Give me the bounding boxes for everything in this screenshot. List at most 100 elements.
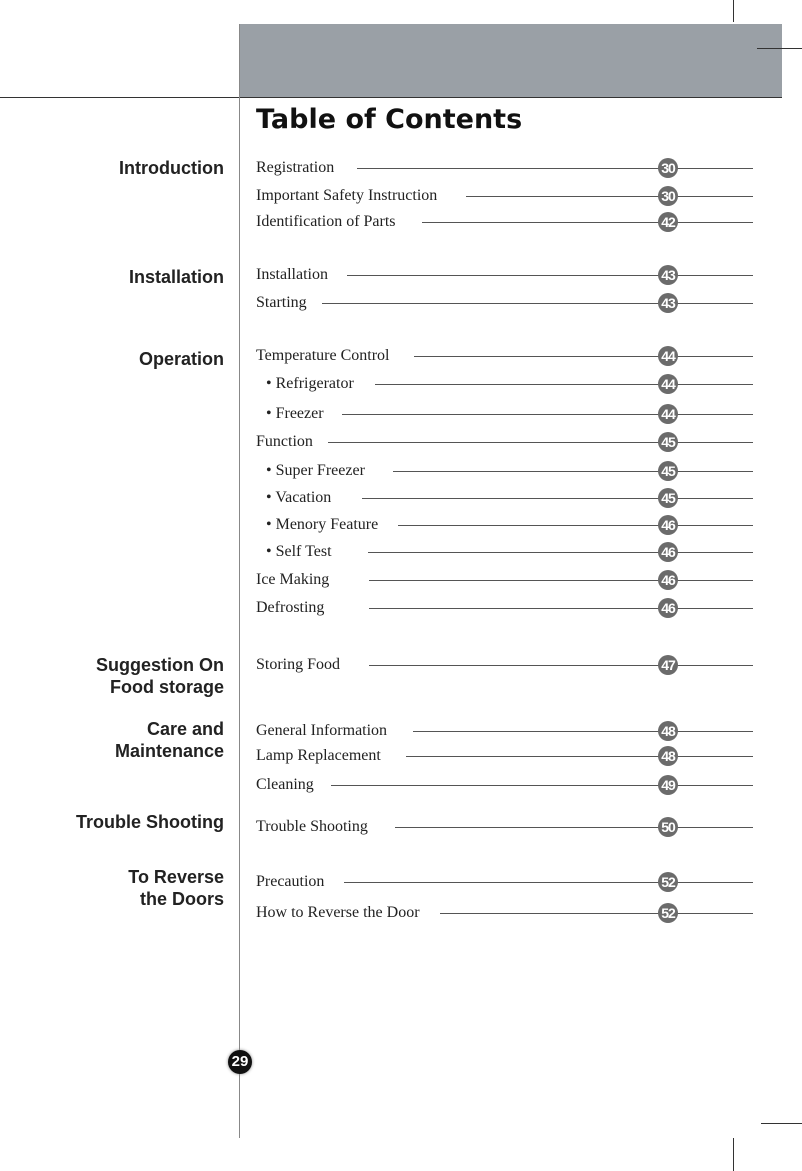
toc-entry-label: Function — [256, 433, 313, 450]
section-heading: Suggestion On Food storage — [96, 654, 224, 698]
section-heading-line: Introduction — [119, 158, 224, 178]
toc-entry[interactable]: Storing Food 47 — [256, 655, 753, 675]
column-divider — [239, 24, 240, 1138]
toc-entry[interactable]: Identification of Parts 42 — [256, 212, 753, 232]
leader-line — [393, 471, 753, 472]
leader-line — [369, 608, 753, 609]
crop-mark — [733, 1138, 734, 1171]
leader-line — [331, 785, 753, 786]
crop-mark — [757, 48, 802, 49]
page-number-circle: 43 — [658, 293, 678, 313]
toc-entry[interactable]: Starting 43 — [256, 293, 753, 313]
leader-line — [440, 913, 753, 914]
page-number-circle: 45 — [658, 488, 678, 508]
page-number-circle: 44 — [658, 346, 678, 366]
toc-entry[interactable]: Installation 43 — [256, 265, 753, 285]
page-number-circle: 44 — [658, 404, 678, 424]
section-heading-line: Installation — [128, 267, 224, 287]
leader-line — [398, 525, 753, 526]
leader-line — [395, 827, 753, 828]
toc-entry[interactable]: Defrosting 46 — [256, 598, 753, 618]
section-heading-line: the Doors — [139, 889, 224, 909]
page-number-circle: 52 — [658, 872, 678, 892]
toc-entry-label: Installation — [256, 266, 328, 283]
toc-entry[interactable]: • Menory Feature 46 — [256, 515, 753, 535]
toc-entry[interactable]: Important Safety Instruction 30 — [256, 186, 753, 206]
leader-line — [362, 498, 753, 499]
leader-line — [328, 442, 753, 443]
page-number-circle: 46 — [658, 570, 678, 590]
toc-entry-label: • Refrigerator — [266, 375, 354, 392]
section-heading-line: To Reverse — [128, 867, 224, 887]
toc-entry-label: Important Safety Instruction — [256, 187, 438, 204]
section-heading: Operation — [139, 348, 224, 370]
toc-entry-label: • Super Freezer — [266, 462, 365, 479]
page-number-circle: 48 — [658, 746, 678, 766]
section-heading-line: Operation — [138, 349, 224, 369]
page-number-circle: 45 — [658, 432, 678, 452]
toc-entry[interactable]: • Freezer 44 — [256, 404, 753, 424]
toc-entry[interactable]: • Self Test 46 — [256, 542, 753, 562]
leader-line — [357, 168, 753, 169]
page-number-circle: 44 — [658, 374, 678, 394]
section-heading: To Reverse the Doors — [128, 866, 224, 910]
toc-entry[interactable]: Cleaning 49 — [256, 775, 753, 795]
toc-entry-label: Lamp Replacement — [256, 747, 381, 764]
page-number-badge: 29 — [228, 1050, 252, 1074]
section-heading: Introduction — [119, 157, 224, 179]
toc-entry-label: Registration — [256, 159, 335, 176]
toc-entry-label: Temperature Control — [256, 347, 390, 364]
toc-entry[interactable]: Lamp Replacement 48 — [256, 746, 753, 766]
toc-entry[interactable]: General Information 48 — [256, 721, 753, 741]
toc-entry-label: Defrosting — [256, 599, 325, 616]
page-number-circle: 49 — [658, 775, 678, 795]
toc-entry[interactable]: • Super Freezer 45 — [256, 461, 753, 481]
toc-entry-label: • Vacation — [266, 489, 332, 506]
leader-line — [413, 731, 753, 732]
toc-entry[interactable]: Ice Making 46 — [256, 570, 753, 590]
page-number-circle: 30 — [658, 158, 678, 178]
page-title: Table of Contents — [256, 104, 523, 135]
toc-entry-label: Ice Making — [256, 571, 330, 588]
page-number-circle: 50 — [658, 817, 678, 837]
page-number-circle: 42 — [658, 212, 678, 232]
leader-line — [368, 552, 753, 553]
toc-entry[interactable]: Registration 30 — [256, 158, 753, 178]
section-heading-line: Care and — [146, 719, 224, 739]
toc-entry[interactable]: Precaution 52 — [256, 872, 753, 892]
section-heading: Trouble Shooting — [76, 811, 224, 833]
toc-entry[interactable]: Temperature Control 44 — [256, 346, 753, 366]
page-number-circle: 48 — [658, 721, 678, 741]
toc-entry[interactable]: Function 45 — [256, 432, 753, 452]
leader-line — [342, 414, 753, 415]
toc-entry-label: Cleaning — [256, 776, 314, 793]
toc-entry-label: • Menory Feature — [266, 516, 379, 533]
section-heading-line: Maintenance — [114, 741, 224, 761]
section-heading: Installation — [129, 266, 224, 288]
page-number-circle: 46 — [658, 515, 678, 535]
section-heading-line: Trouble Shooting — [76, 812, 224, 832]
toc-entry-label: Starting — [256, 294, 307, 311]
leader-line — [375, 384, 753, 385]
leader-line — [406, 756, 753, 757]
toc-entry-label: • Self Test — [266, 543, 332, 560]
toc-entry[interactable]: How to Reverse the Door 52 — [256, 903, 753, 923]
section-heading-line: Food storage — [109, 677, 224, 697]
page-number-circle: 47 — [658, 655, 678, 675]
toc-entry[interactable]: • Vacation 45 — [256, 488, 753, 508]
page-number-circle: 43 — [658, 265, 678, 285]
leader-line — [369, 580, 753, 581]
section-heading-line: Suggestion On — [96, 655, 224, 675]
leader-line — [466, 196, 753, 197]
toc-entry[interactable]: Trouble Shooting 50 — [256, 817, 753, 837]
header-divider — [0, 97, 782, 98]
toc-entry[interactable]: • Refrigerator 44 — [256, 374, 753, 394]
crop-mark — [733, 0, 734, 22]
toc-entry-label: • Freezer — [266, 405, 324, 422]
page-number-circle: 30 — [658, 186, 678, 206]
toc-entry-label: Storing Food — [256, 656, 341, 673]
leader-line — [344, 882, 753, 883]
page-number-circle: 45 — [658, 461, 678, 481]
toc-entry-label: General Information — [256, 722, 388, 739]
